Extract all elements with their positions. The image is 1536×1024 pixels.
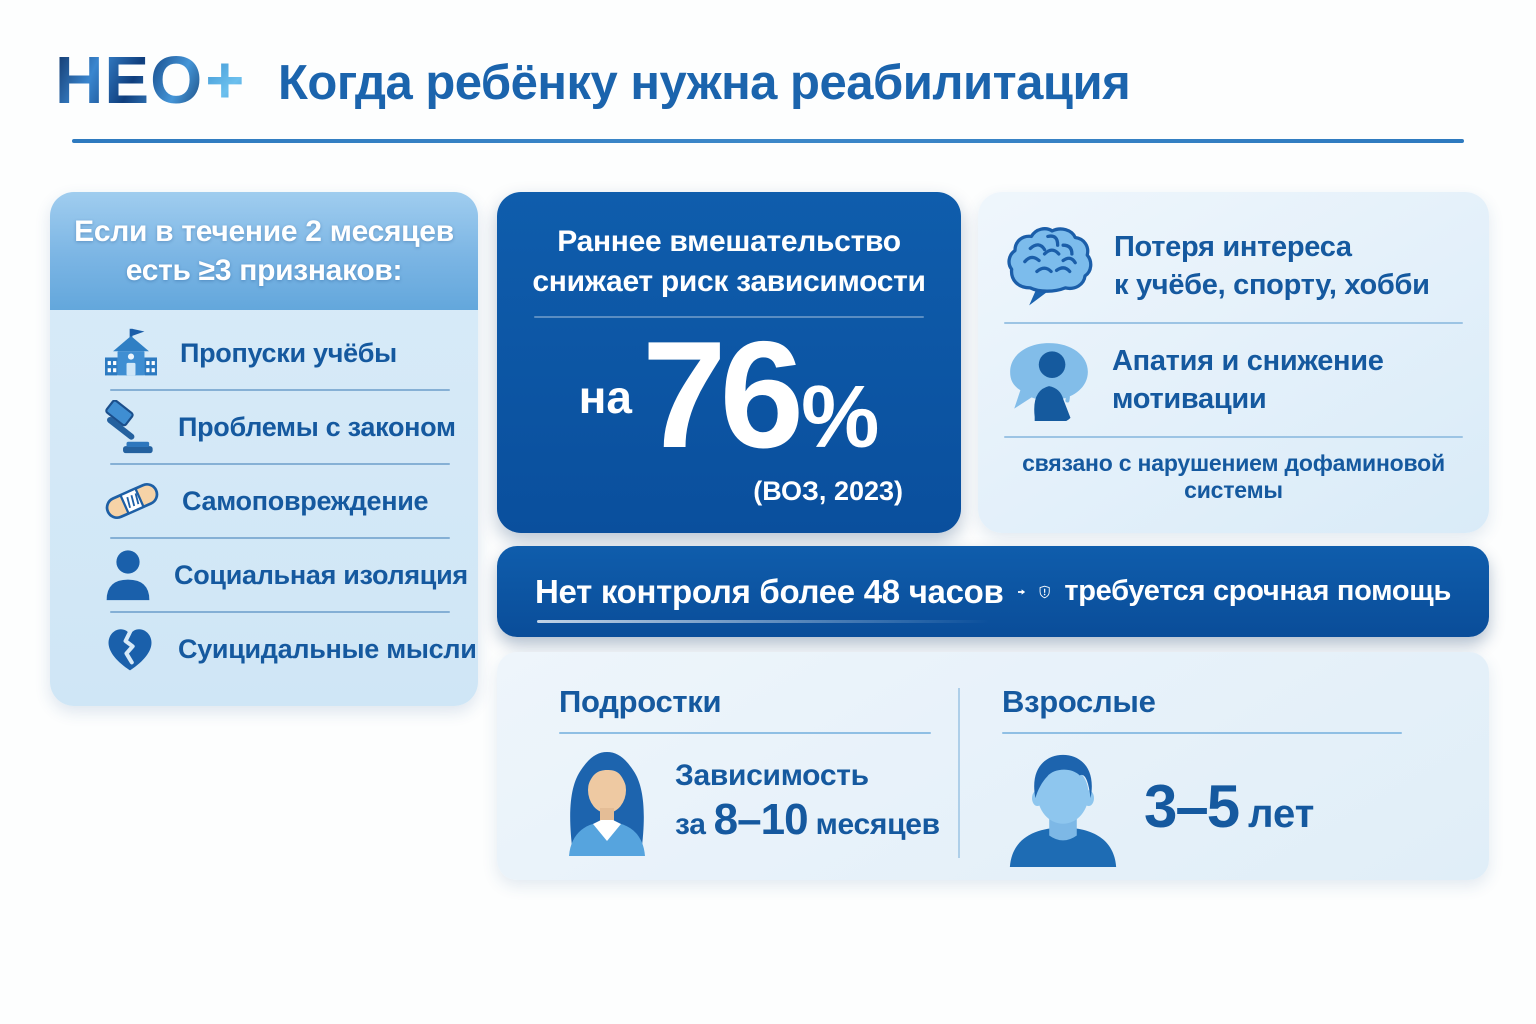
- adults-underline: [1002, 732, 1402, 734]
- symptoms-divider: [1004, 322, 1463, 324]
- criteria-heading-line2: есть ≥3 признаков:: [125, 254, 403, 287]
- school-icon: [105, 328, 157, 376]
- page-title-light: нужна реабилитация: [617, 56, 1131, 110]
- stat-value: 76: [642, 310, 804, 480]
- teens-duration: 8–10: [713, 794, 809, 844]
- teens-column: Подростки Зависимость за 8–10 месяцев: [497, 652, 958, 880]
- symptom-text: Апатия и снижение мотивации: [1112, 342, 1384, 418]
- list-item: Пропуски учёбы: [50, 317, 478, 389]
- stat-divider: [534, 316, 924, 318]
- person-icon: [106, 550, 150, 601]
- teens-underline: [559, 732, 931, 734]
- criteria-panel: Если в течение 2 месяцев есть ≥3 признак…: [50, 192, 478, 706]
- stat-heading-line2: снижает риск зависимости: [532, 265, 926, 298]
- list-item-label: Социальная изоляция: [174, 559, 468, 590]
- list-divider: [110, 389, 450, 391]
- symptoms-panel: Потеря интереса к учёбе, спорту, хобби А…: [978, 192, 1489, 533]
- bandage-icon: [105, 482, 159, 520]
- stat-prefix: на: [578, 371, 633, 423]
- teens-line2: за 8–10 месяцев: [675, 794, 940, 844]
- teens-text: Зависимость за 8–10 месяцев: [675, 754, 940, 847]
- stat-heading-line1: Раннее вмешательство: [557, 225, 901, 258]
- symptom-line1: Потеря интереса: [1114, 231, 1352, 263]
- list-item-label: Проблемы с законом: [178, 411, 456, 442]
- column-divider: [958, 688, 960, 858]
- teens-line1: Зависимость: [675, 758, 869, 792]
- logo-plus-icon: +: [205, 43, 246, 118]
- stat-source: (ВОЗ, 2023): [753, 476, 903, 506]
- symptoms-footnote: связано с нарушением дофаминовой системы: [1022, 450, 1445, 503]
- neo-plus-logo: НЕО +: [55, 42, 245, 119]
- symptom-line2: к учёбе, спорту, хобби: [1114, 269, 1430, 301]
- adults-text: 3–5 лет: [1144, 772, 1314, 841]
- gavel-icon: [105, 400, 153, 454]
- alert-banner: Нет контроля более 48 часов требуется ср…: [497, 546, 1489, 637]
- adults-content: 3–5 лет: [1002, 744, 1489, 868]
- list-divider: [110, 537, 450, 539]
- stat-value-row: на 76 %: [497, 310, 961, 480]
- teen-girl-avatar: [569, 752, 645, 856]
- list-divider: [110, 611, 450, 613]
- symptom-line1: Апатия и снижение: [1112, 345, 1384, 377]
- stat-heading: Раннее вмешательство снижает риск зависи…: [497, 222, 961, 302]
- list-item: Суицидальные мысли: [50, 613, 478, 685]
- symptom-line2: мотивации: [1112, 383, 1267, 415]
- stat-unit: %: [801, 367, 880, 466]
- logo-text: НЕО: [55, 43, 204, 118]
- symptom-row: Потеря интереса к учёбе, спорту, хобби: [978, 218, 1489, 314]
- list-divider: [110, 463, 450, 465]
- page-title: Когда ребёнку нужна реабилитация: [278, 55, 1131, 111]
- timeline-panel: Подростки Зависимость за 8–10 месяцев: [497, 652, 1489, 880]
- list-item: Социальная изоляция: [50, 539, 478, 611]
- broken-heart-icon: [108, 629, 152, 671]
- teens-heading: Подростки: [559, 684, 722, 719]
- adults-duration: 3–5: [1144, 772, 1240, 840]
- alert-action: требуется срочная помощь: [1064, 575, 1451, 607]
- page-title-strong: Когда ребёнку: [278, 56, 618, 110]
- adults-duration-suffix: лет: [1248, 791, 1315, 836]
- shield-alert-icon: [1039, 585, 1050, 598]
- adult-man-avatar: [1009, 754, 1117, 867]
- header-divider: [72, 139, 1464, 143]
- symptoms-divider: [1004, 436, 1463, 438]
- criteria-heading-line1: Если в течение 2 месяцев: [74, 215, 454, 248]
- adults-heading: Взрослые: [1002, 684, 1156, 719]
- criteria-panel-heading: Если в течение 2 месяцев есть ≥3 признак…: [50, 192, 478, 310]
- arrow-right-icon: [1017, 588, 1025, 595]
- brain-icon: [1007, 227, 1093, 306]
- alert-condition: Нет контроля более 48 часов: [535, 572, 1004, 623]
- list-item: Самоповреждение: [50, 465, 478, 537]
- list-item: Проблемы с законом: [50, 391, 478, 463]
- symptom-text: Потеря интереса к учёбе, спорту, хобби: [1114, 228, 1430, 304]
- symptom-row: Апатия и снижение мотивации: [978, 332, 1489, 428]
- teens-content: Зависимость за 8–10 месяцев: [559, 744, 958, 856]
- stat-panel: Раннее вмешательство снижает риск зависи…: [497, 192, 961, 533]
- list-item-label: Самоповреждение: [182, 485, 429, 516]
- adults-column: Взрослые 3–5 лет: [960, 652, 1489, 880]
- list-item-label: Пропуски учёбы: [180, 337, 397, 368]
- apathy-icon: [1010, 343, 1088, 421]
- criteria-list: Пропуски учёбы Проблемы с законом: [50, 310, 478, 685]
- list-item-label: Суицидальные мысли: [178, 633, 477, 664]
